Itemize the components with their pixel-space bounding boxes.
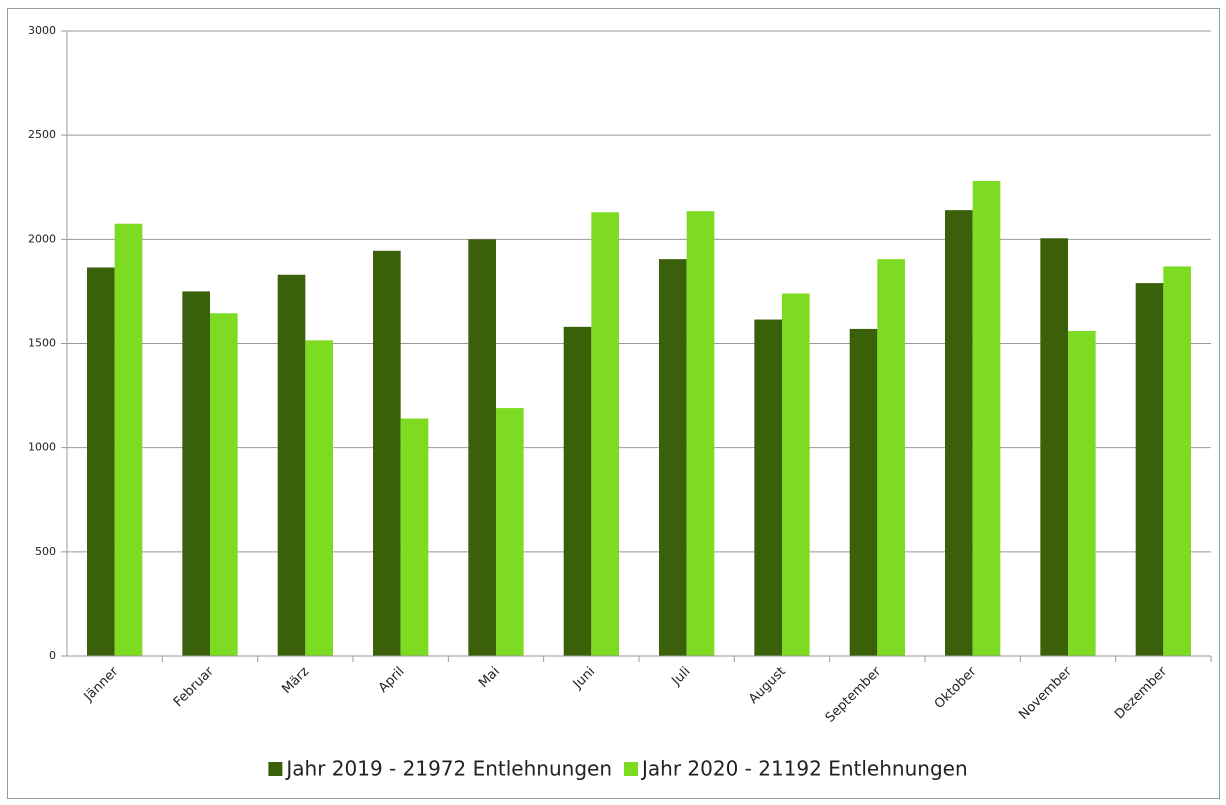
bar <box>945 210 973 656</box>
bar <box>1040 238 1068 656</box>
bar <box>1163 266 1191 656</box>
legend-label: Jahr 2019 - 21972 Entlehnungen <box>284 757 612 781</box>
bar <box>686 211 715 657</box>
bar <box>1068 331 1096 656</box>
bar <box>400 418 429 656</box>
bar <box>87 267 115 656</box>
bar <box>373 250 401 656</box>
y-tick-label: 500 <box>35 545 56 558</box>
bar <box>468 239 496 657</box>
y-tick-label: 0 <box>49 649 56 662</box>
legend-label: Jahr 2020 - 21192 Entlehnungen <box>640 757 968 781</box>
bar <box>877 259 905 656</box>
bar <box>849 328 878 656</box>
bar <box>754 319 782 656</box>
bar <box>496 408 524 656</box>
bar <box>305 340 333 656</box>
legend-swatch <box>268 762 283 776</box>
y-tick-label: 1500 <box>28 337 56 350</box>
bar <box>277 274 306 656</box>
bar <box>563 326 592 656</box>
legend-swatch <box>624 762 638 776</box>
bar <box>182 291 210 656</box>
bar <box>782 293 810 656</box>
y-tick-label: 1000 <box>28 441 56 454</box>
y-tick-label: 2000 <box>28 232 56 245</box>
y-tick-label: 2500 <box>28 128 56 141</box>
bar <box>591 212 619 656</box>
legend: Jahr 2019 - 21972 Entlehnungen Jahr 2020 … <box>268 757 968 781</box>
bar <box>972 181 1001 656</box>
y-tick-label: 3000 <box>28 24 56 37</box>
bar <box>210 313 238 656</box>
bar <box>114 223 143 657</box>
bar <box>659 259 687 656</box>
bar <box>1135 283 1164 656</box>
